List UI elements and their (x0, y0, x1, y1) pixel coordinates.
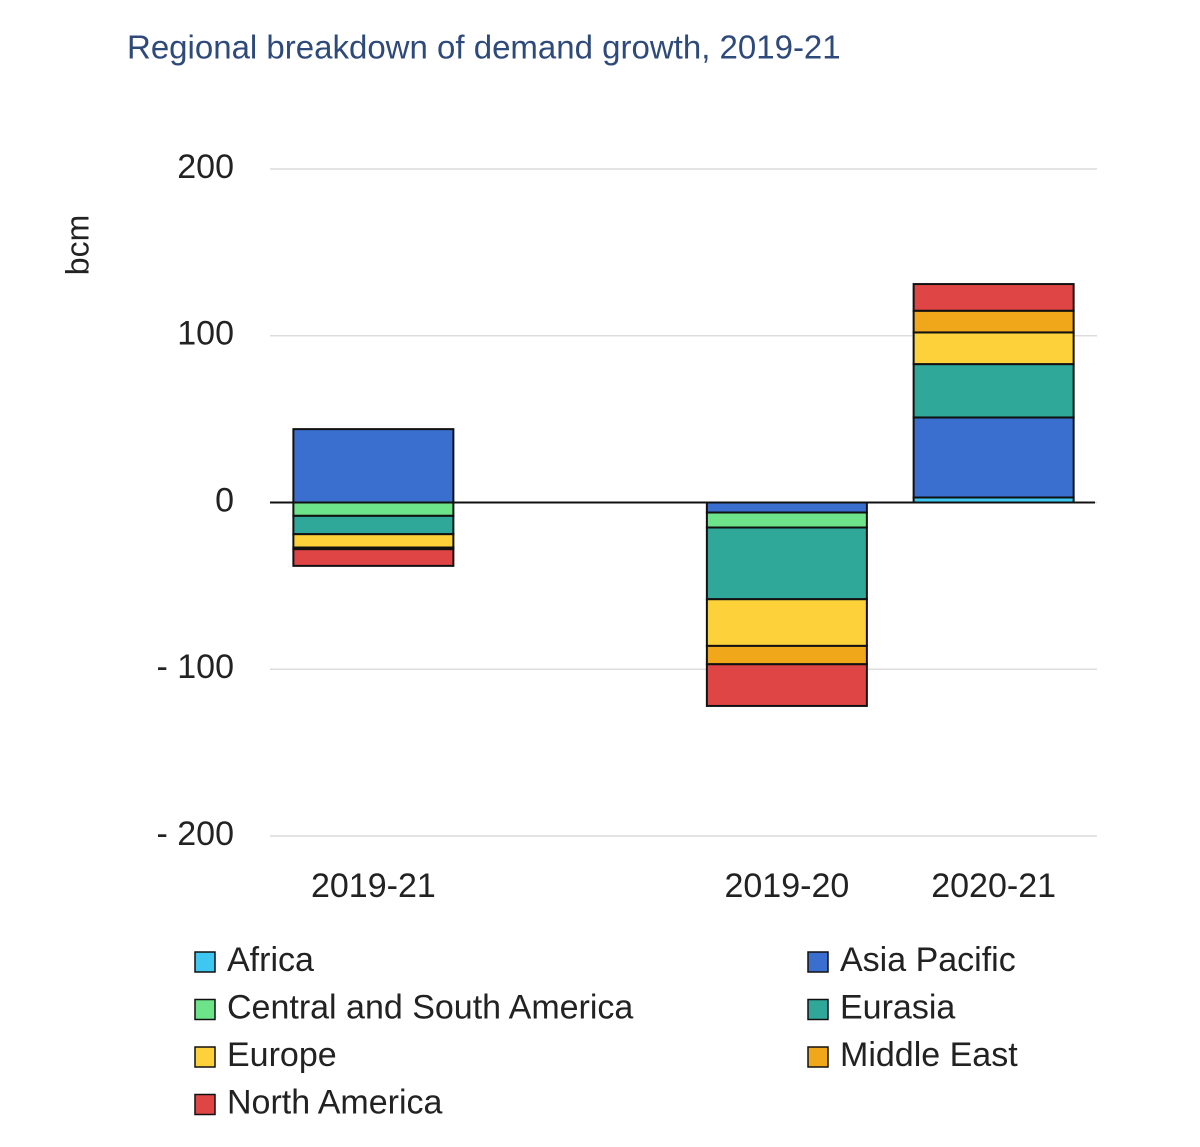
legend-swatch (194, 951, 216, 973)
bar-segment (292, 428, 455, 504)
legend-label: North America (227, 1083, 442, 1121)
bar-segment (912, 331, 1075, 366)
bar-segment (912, 283, 1075, 312)
legend-swatch (194, 1046, 216, 1068)
y-tick-label: 100 (177, 315, 234, 353)
bar-segment (912, 309, 1075, 334)
bar-segment (705, 663, 868, 707)
bar-segment (292, 501, 455, 517)
bar-segment (705, 598, 868, 647)
legend-label: Eurasia (840, 988, 955, 1026)
bar-segment (705, 511, 868, 529)
x-tick-label: 2020-21 (931, 867, 1056, 905)
bar-segment (705, 644, 868, 666)
bar-segment (705, 501, 868, 514)
y-tick-label: 0 (215, 481, 234, 519)
bar-segment (292, 514, 455, 536)
legend-swatch (807, 951, 829, 973)
y-tick-label: 200 (177, 148, 234, 186)
y-tick-label: - 200 (157, 815, 235, 853)
legend-label: Middle East (840, 1036, 1018, 1074)
legend-label: Africa (227, 941, 314, 979)
y-tick-label: - 100 (157, 648, 235, 686)
legend-label: Asia Pacific (840, 941, 1016, 979)
legend-label: Central and South America (227, 988, 633, 1026)
legend-label: Europe (227, 1036, 337, 1074)
x-tick-label: 2019-21 (311, 867, 436, 905)
chart-title: Regional breakdown of demand growth, 201… (127, 29, 841, 66)
bar-segment (292, 548, 455, 567)
legend-swatch (194, 998, 216, 1021)
x-tick-label: 2019-20 (724, 867, 849, 905)
bar-segment (912, 416, 1075, 499)
legend-swatch (807, 1046, 829, 1068)
legend-swatch (194, 1093, 216, 1116)
bar-segment (705, 526, 868, 601)
y-axis-label: bcm (59, 215, 95, 275)
bar-segment (292, 533, 455, 549)
legend-swatch (807, 998, 829, 1021)
bar-segment (912, 363, 1075, 419)
